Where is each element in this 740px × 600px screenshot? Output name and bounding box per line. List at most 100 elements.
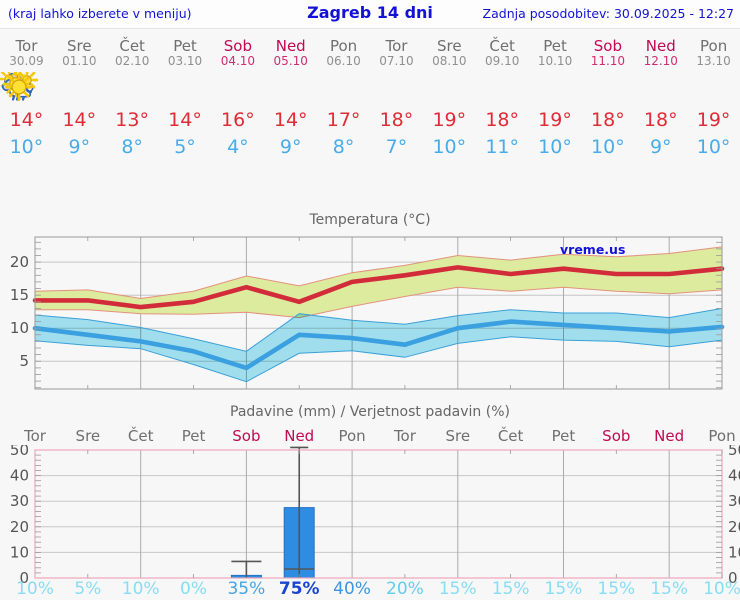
sunny-icon — [5, 68, 212, 106]
precipitation-probability-value: 35% — [227, 579, 266, 599]
max-temperature-value: 14° — [273, 109, 308, 131]
max-temperature-value: 19° — [696, 109, 731, 131]
precip-day-label: Ned — [654, 427, 685, 445]
header-bar: (kraj lahko izberete v meniju) Zagreb 14… — [0, 0, 740, 29]
max-temperature-value: 14° — [9, 109, 44, 131]
min-temperature-value: 10° — [432, 136, 467, 158]
day-date: 09.10 — [484, 54, 520, 68]
day-column: Pon 06.10 17° 8° — [2, 30, 370, 160]
day-name: Sob — [593, 37, 622, 55]
day-date: 12.10 — [643, 54, 678, 68]
precipitation-probability-value: 40% — [333, 579, 371, 599]
precip-y-tick-label-left: 40 — [10, 467, 29, 485]
temp-plot-frame — [34, 236, 723, 390]
day-column: Tor 07.10 18° 7° — [2, 30, 423, 160]
day-date: 30.09 — [9, 54, 44, 68]
day-date: 13.10 — [696, 54, 731, 68]
watermark: vreme.us — [560, 242, 626, 257]
precip-day-label: Čet — [497, 427, 524, 445]
precipitation-probability-value: 15% — [650, 579, 689, 599]
day-name: Ned — [645, 37, 676, 55]
day-date: 04.10 — [220, 54, 256, 68]
temperature-chart-title: Temperatura (°C) — [309, 212, 431, 228]
precipitation-probability-value: 15% — [597, 579, 636, 599]
precip-day-label: Sre — [445, 427, 471, 445]
precip-day-label: Tor — [24, 427, 46, 445]
max-temperature-value: 17° — [326, 109, 361, 131]
min-temperature-value: 10° — [696, 136, 731, 158]
precip-y-tick-label-right: 30 — [728, 492, 740, 510]
temp-y-tick-label: 5 — [19, 352, 29, 370]
day-date: 11.10 — [590, 54, 626, 68]
min-temperature-value: 8° — [332, 136, 355, 158]
precip-y-tick-label-left: 20 — [10, 518, 29, 536]
sunny-icon — [5, 68, 476, 106]
precip-plot-frame — [34, 449, 723, 579]
max-temperature-value: 13° — [115, 109, 149, 131]
day-name: Sre — [437, 37, 462, 55]
min-temperature-range-edge — [34, 307, 723, 352]
precip-y-tick-label-right: 40 — [728, 467, 740, 485]
min-temperature-value: 9° — [68, 136, 91, 158]
sunny-icon — [5, 68, 529, 106]
day-date: 06.10 — [326, 54, 361, 68]
min-temperature-value: 9° — [649, 136, 672, 158]
day-column: Čet 09.10 18° 11° — [5, 30, 529, 160]
temp-y-tick-label: 15 — [10, 286, 29, 304]
day-date: 03.10 — [167, 54, 203, 68]
day-column: Čet 02.10 13° 8° — [2, 30, 159, 160]
min-temperature-value: 9° — [279, 136, 302, 158]
precipitation-probability-value: 75% — [278, 579, 320, 599]
day-column: Sre 08.10 19° 10° — [5, 30, 476, 160]
temp-y-tick-label: 10 — [10, 319, 29, 337]
last-update-text: Zadnja posodobitev: 30.09.2025 - 12:27 — [482, 6, 734, 21]
precip-day-label: Sre — [75, 427, 101, 445]
precipitation-probability-value: 0% — [180, 579, 208, 599]
sunny-icon — [5, 68, 687, 106]
day-date: 05.10 — [273, 54, 308, 68]
day-name: Pet — [543, 37, 567, 55]
day-column: Pet 03.10 14° 5° — [5, 30, 212, 160]
min-temperature-value: 8° — [121, 136, 143, 158]
day-date: 02.10 — [114, 54, 150, 68]
rain-icon — [4, 68, 264, 106]
day-column: Ned 05.10 14° 9° — [0, 30, 317, 160]
day-name: Tor — [15, 37, 38, 55]
day-column: Pon 13.10 19° 10° — [5, 30, 740, 160]
min-temperature-line — [32, 319, 725, 371]
precipitation-probability-value: 15% — [438, 579, 477, 599]
location-menu-hint: (kraj lahko izberete v meniju) — [8, 6, 192, 21]
precip-day-label: Sob — [602, 427, 631, 445]
min-temperature-value: 10° — [9, 136, 44, 158]
day-strip: Tor 30.09 14° 10° Sre 01.10 14° 9° Čet 02.10 13° 8°… — [0, 30, 740, 160]
precipitation-probability-value: 10% — [703, 579, 740, 599]
precip-day-label: Čet — [127, 427, 154, 445]
partly-cloudy-icon — [2, 68, 370, 106]
partly-cloudy-icon — [2, 68, 159, 106]
day-column: Sre 01.10 14° 9° — [2, 30, 106, 160]
day-name: Sob — [223, 37, 252, 55]
precip-y-tick-label-left: 50 — [10, 445, 29, 459]
precip-day-label: Pon — [338, 427, 366, 445]
precip-gridlines — [35, 449, 722, 578]
sunny-icon — [5, 68, 634, 106]
day-name: Čet — [489, 37, 515, 55]
max-temperature-range-edge — [34, 246, 723, 300]
precipitation-probability-row: 10% 5% 10% 0% 35% 75% 40% 20% 15% 15% 15% 15% 15% 10% — [0, 579, 740, 599]
precip-y-tick-label-right: 50 — [728, 445, 740, 459]
precip-y-tick-label-right: 20 — [728, 518, 740, 536]
temp-y-tick-label: 20 — [10, 253, 29, 271]
partly-cloudy-icon — [2, 68, 106, 106]
day-name: Pon — [700, 37, 728, 55]
precipitation-probability-value: 10% — [121, 579, 160, 599]
precipitation-day-labels: Tor Sre Čet Pet Sob Ned Pon Tor Sre Čet Pet Sob Ned P… — [0, 427, 740, 445]
max-temperature-value: 14° — [168, 109, 202, 131]
min-temperature-value: 11° — [485, 136, 519, 158]
min-temperature-value: 10° — [591, 136, 625, 158]
max-temperature-value: 18° — [379, 109, 414, 131]
day-name: Čet — [119, 37, 145, 55]
min-temperature-value: 10° — [538, 136, 572, 158]
precip-day-label: Ned — [284, 427, 315, 445]
day-name: Ned — [275, 37, 306, 55]
day-date: 10.10 — [537, 54, 573, 68]
